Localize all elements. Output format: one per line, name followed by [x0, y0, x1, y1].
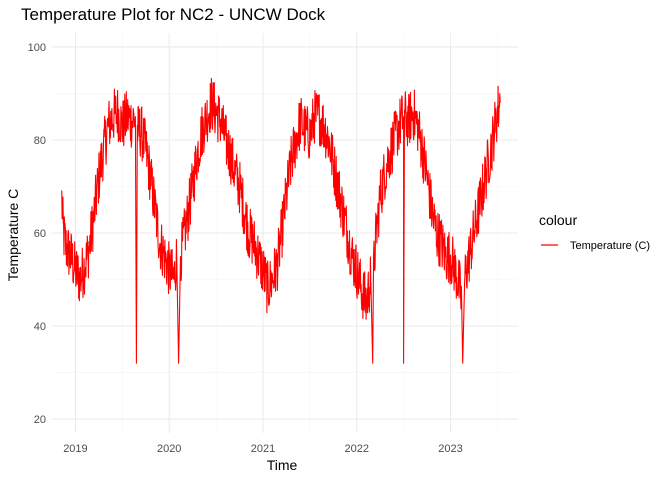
y-tick-label: 60: [34, 228, 46, 240]
x-tick-label: 2022: [344, 443, 368, 455]
legend-title: colour: [539, 212, 577, 228]
y-tick-label: 100: [28, 42, 46, 54]
x-tick-label: 2019: [63, 443, 87, 455]
x-axis-ticks: 2019 2020 2021 2022 2023: [63, 443, 463, 455]
x-tick-label: 2020: [157, 443, 181, 455]
plot-grid: [52, 33, 518, 433]
y-tick-label: 20: [34, 414, 46, 426]
legend: colour Temperature (C): [539, 212, 650, 252]
temperature-series-line: [61, 77, 501, 364]
y-tick-label: 80: [34, 135, 46, 147]
x-tick-label: 2023: [438, 443, 462, 455]
x-axis-title: Time: [267, 457, 298, 473]
legend-label: Temperature (C): [570, 240, 650, 252]
chart-title: Temperature Plot for NC2 - UNCW Dock: [21, 5, 326, 24]
y-axis-title: Temperature C: [5, 189, 21, 282]
y-axis-ticks: 20 40 60 80 100: [28, 42, 46, 426]
y-tick-label: 40: [34, 321, 46, 333]
x-tick-label: 2021: [251, 443, 275, 455]
